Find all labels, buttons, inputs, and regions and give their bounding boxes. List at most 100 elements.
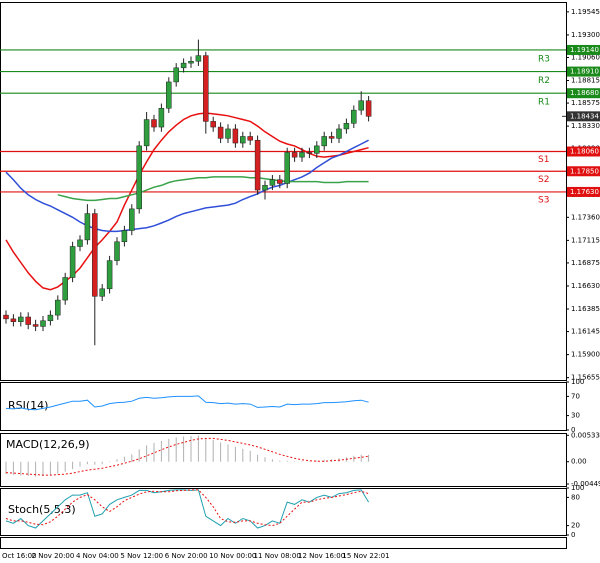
- y-tick-label: 1.19545: [571, 8, 600, 16]
- y-tick-label: 0.005338: [571, 431, 600, 439]
- histogram-bar: [308, 461, 310, 462]
- candle-body: [77, 239, 83, 247]
- histogram-bar: [249, 450, 251, 462]
- level-name: S1: [538, 155, 549, 165]
- histogram-bar: [146, 445, 148, 462]
- level-price-box: [567, 166, 600, 177]
- level-price: 1.17850: [570, 167, 599, 175]
- candle-body: [328, 136, 335, 139]
- x-tick-label: 6 Nov 20:00: [165, 552, 208, 560]
- y-tick-label: 1.18575: [571, 99, 600, 107]
- candle-body: [158, 108, 165, 128]
- candle-body: [136, 145, 142, 210]
- histogram-bar: [368, 454, 370, 462]
- histogram-bar: [116, 459, 118, 462]
- candle-body: [291, 152, 298, 158]
- candle-body: [210, 121, 216, 128]
- indicator-line: [5, 112, 369, 291]
- y-tick-label: 1.19300: [571, 31, 600, 39]
- y-tick-label: -0.004497: [571, 480, 600, 488]
- candle-body: [47, 314, 54, 322]
- x-tick-label: 2 Nov 20:00: [32, 552, 75, 560]
- level-price-box: [567, 66, 600, 77]
- y-tick-label: 30: [571, 412, 580, 420]
- histogram-bar: [86, 461, 88, 465]
- candle-body: [217, 126, 224, 139]
- histogram-bar: [286, 460, 288, 462]
- y-tick-label: 80: [571, 493, 580, 501]
- histogram-bar: [323, 459, 325, 462]
- candle-body: [55, 299, 61, 316]
- histogram-bar: [94, 461, 96, 465]
- candle-body: [143, 119, 150, 147]
- candle-body: [166, 81, 172, 109]
- candle-body: [203, 55, 209, 122]
- candle-body: [173, 67, 179, 83]
- candle-body: [188, 60, 194, 64]
- level-name: S3: [538, 195, 549, 205]
- candle-body: [351, 109, 357, 124]
- histogram-bar: [35, 461, 37, 477]
- y-tick-label: 1.17360: [571, 213, 600, 221]
- candle-body: [299, 152, 305, 158]
- candle-body: [343, 123, 350, 130]
- x-tick-label: 11 Nov 08:00: [254, 552, 301, 560]
- y-tick-label: 100: [571, 378, 584, 386]
- histogram-bar: [360, 454, 362, 462]
- y-tick-label: 1.16630: [571, 282, 600, 290]
- y-tick-label: 70: [571, 392, 580, 400]
- x-tick-label: 4 Nov 04:00: [76, 552, 119, 560]
- y-tick-label: 100: [571, 484, 584, 492]
- candle-body: [277, 179, 283, 184]
- y-tick-label: 20: [571, 522, 580, 530]
- level-price-box: [567, 88, 600, 99]
- histogram-bar: [153, 442, 155, 462]
- histogram-bar: [257, 454, 259, 462]
- level-price: 1.17630: [570, 188, 599, 196]
- histogram-bar: [242, 448, 244, 462]
- x-tick-label: 10 Nov 00:00: [209, 552, 256, 560]
- candle-body: [151, 119, 157, 128]
- candle-body: [114, 241, 120, 261]
- histogram-bar: [57, 461, 59, 474]
- histogram-bar: [183, 436, 185, 462]
- candle-body: [254, 139, 261, 191]
- indicator-line: [5, 489, 369, 527]
- level-price-box: [567, 44, 600, 55]
- candle-body: [99, 288, 105, 297]
- candle-body: [84, 213, 91, 241]
- histogram-bar: [168, 438, 170, 462]
- candle-body: [321, 136, 327, 147]
- y-tick-label: 1.18815: [571, 77, 600, 85]
- histogram-bar: [123, 456, 125, 462]
- level-name: R2: [538, 76, 550, 86]
- empty-panel-frame: [0, 537, 567, 549]
- candle-body: [3, 314, 9, 320]
- histogram-bar: [294, 461, 296, 462]
- level-price-box: [567, 146, 600, 157]
- x-tick-label: 5 Nov 12:00: [120, 552, 163, 560]
- histogram-bar: [12, 461, 14, 476]
- candle-body: [10, 318, 17, 322]
- candle-body: [358, 100, 364, 111]
- indicator-line: [5, 437, 369, 476]
- candle-body: [180, 62, 187, 69]
- candle-body: [232, 128, 239, 144]
- level-price: 1.19140: [570, 46, 599, 54]
- candle-body: [121, 230, 128, 243]
- indicator-line: [57, 176, 369, 202]
- histogram-bar: [301, 461, 303, 462]
- x-tick-label: 12 Nov 16:00: [298, 552, 345, 560]
- candle-body: [40, 320, 46, 327]
- candle-body: [269, 179, 276, 186]
- panel-frame: [0, 488, 567, 536]
- histogram-bar: [72, 461, 74, 470]
- candle-body: [262, 185, 268, 191]
- histogram-bar: [131, 454, 133, 462]
- histogram-bar: [160, 440, 162, 462]
- panel-frame: [0, 433, 567, 487]
- histogram-bar: [79, 461, 81, 467]
- level-price: 1.18060: [570, 148, 599, 156]
- histogram-bar: [279, 460, 281, 462]
